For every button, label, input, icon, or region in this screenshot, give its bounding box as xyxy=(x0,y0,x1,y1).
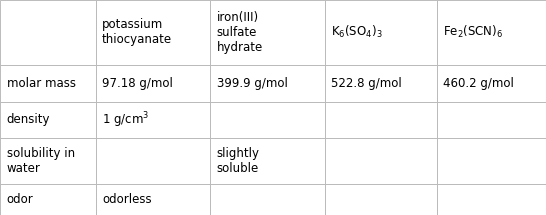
Bar xyxy=(96,138,210,184)
Bar xyxy=(437,184,546,215)
Bar xyxy=(437,64,546,102)
Bar xyxy=(325,138,437,184)
Text: odorless: odorless xyxy=(102,193,152,206)
Bar xyxy=(0,102,96,138)
Text: 97.18 g/mol: 97.18 g/mol xyxy=(102,77,173,90)
Bar xyxy=(325,0,437,64)
Bar xyxy=(210,64,325,102)
Bar xyxy=(325,64,437,102)
Bar xyxy=(210,102,325,138)
Bar xyxy=(437,138,546,184)
Bar xyxy=(210,184,325,215)
Bar xyxy=(0,138,96,184)
Text: 522.8 g/mol: 522.8 g/mol xyxy=(331,77,402,90)
Bar xyxy=(96,102,210,138)
Text: iron(III)
sulfate
hydrate: iron(III) sulfate hydrate xyxy=(217,11,263,54)
Bar xyxy=(96,184,210,215)
Bar xyxy=(0,184,96,215)
Text: 399.9 g/mol: 399.9 g/mol xyxy=(217,77,288,90)
Bar xyxy=(0,64,96,102)
Bar xyxy=(325,102,437,138)
Bar xyxy=(210,138,325,184)
Text: 460.2 g/mol: 460.2 g/mol xyxy=(443,77,514,90)
Text: odor: odor xyxy=(7,193,33,206)
Bar xyxy=(0,0,96,64)
Text: K$_6$(SO$_4$)$_3$: K$_6$(SO$_4$)$_3$ xyxy=(331,24,383,40)
Text: density: density xyxy=(7,113,50,126)
Text: molar mass: molar mass xyxy=(7,77,75,90)
Bar xyxy=(96,64,210,102)
Bar xyxy=(96,0,210,64)
Bar xyxy=(437,102,546,138)
Text: 1 g/cm$^3$: 1 g/cm$^3$ xyxy=(102,110,149,130)
Bar xyxy=(325,184,437,215)
Text: slightly
soluble: slightly soluble xyxy=(217,147,260,175)
Text: Fe$_2$(SCN)$_6$: Fe$_2$(SCN)$_6$ xyxy=(443,24,503,40)
Text: solubility in
water: solubility in water xyxy=(7,147,75,175)
Bar xyxy=(437,0,546,64)
Bar xyxy=(210,0,325,64)
Text: potassium
thiocyanate: potassium thiocyanate xyxy=(102,18,172,46)
